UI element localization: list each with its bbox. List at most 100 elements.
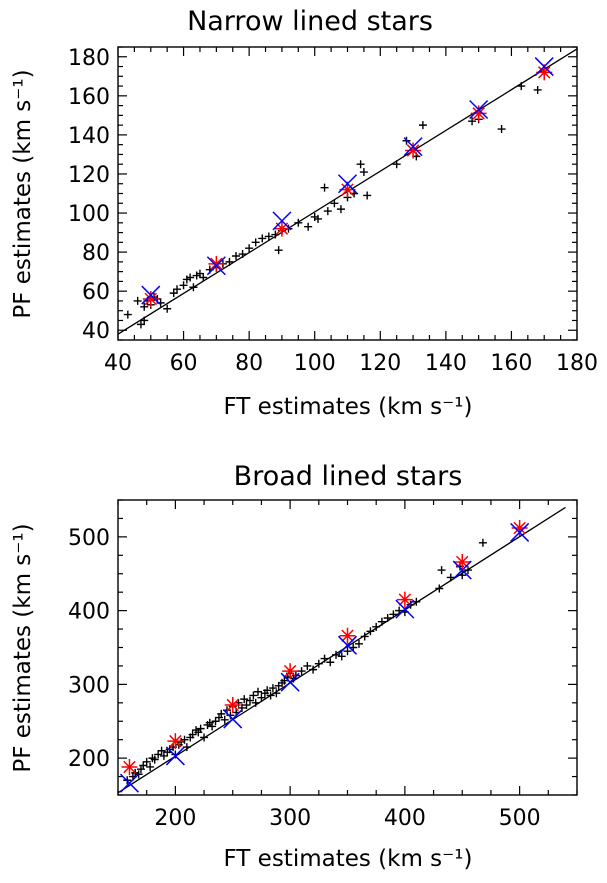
data-point — [412, 597, 421, 606]
data-point — [280, 676, 289, 685]
data-point — [189, 283, 198, 292]
data-point — [179, 281, 188, 290]
red-asterisk-marker — [454, 553, 471, 570]
data-point — [304, 222, 313, 231]
blue-x-marker — [452, 560, 472, 580]
y-axis-label: PF estimates (km s⁻¹) — [10, 69, 36, 318]
x-tick-label: 100 — [294, 351, 336, 376]
data-point — [383, 614, 392, 622]
data-point — [336, 205, 345, 214]
y-tick-label: 60 — [82, 280, 110, 305]
data-point — [363, 191, 372, 200]
blue-x-marker — [165, 746, 185, 766]
x-tick-label: 140 — [425, 351, 467, 376]
x-tick-label: 120 — [359, 351, 401, 376]
x-tick-label: 40 — [104, 351, 132, 376]
data-point — [245, 244, 254, 253]
red-asterisk-marker — [470, 105, 487, 122]
red-asterisk-marker — [121, 758, 138, 775]
red-asterisk-marker — [282, 663, 299, 680]
data-point — [266, 691, 275, 700]
blue-x-marker — [272, 211, 292, 231]
data-point — [264, 232, 273, 241]
y-tick-label: 500 — [68, 526, 110, 551]
data-point — [320, 183, 329, 192]
data-point — [200, 733, 209, 742]
blue-x-marker — [395, 599, 415, 619]
x-tick-label: 160 — [490, 351, 532, 376]
y-tick-label: 120 — [68, 163, 110, 188]
blue-x-marker — [280, 672, 300, 692]
blue-x-marker — [141, 285, 161, 305]
data-point — [303, 661, 312, 670]
data-point — [330, 199, 339, 208]
data-point — [240, 695, 249, 704]
y-tick-label: 80 — [82, 241, 110, 266]
y-tick-label: 200 — [68, 747, 110, 772]
data-point — [225, 257, 234, 266]
blue-x-marker — [119, 773, 140, 793]
data-point — [186, 273, 195, 282]
y-axis-label: PF estimates (km s⁻¹) — [10, 523, 36, 772]
chart-title: Broad lined stars — [234, 461, 463, 492]
y-tick-label: 400 — [68, 600, 110, 625]
blue-x-marker — [403, 137, 423, 157]
data-point — [142, 757, 151, 766]
data-point — [395, 606, 404, 615]
axis-ticks: 40 60 80 100 120 140 160 180 40 60 80 100 120 140 160 1… — [68, 46, 598, 376]
data-point — [258, 234, 267, 243]
data-point — [150, 755, 159, 764]
red-asterisk-marker — [511, 520, 528, 537]
x-axis-label: FT estimates (km s⁻¹) — [223, 846, 472, 872]
data-point — [159, 751, 168, 760]
data-point — [249, 691, 258, 700]
data-point — [271, 230, 280, 239]
x-axis-label: FT estimates (km s⁻¹) — [223, 394, 472, 420]
data-point — [314, 659, 323, 668]
data-point — [458, 571, 467, 580]
data-point — [140, 316, 149, 325]
data-point — [294, 218, 303, 227]
red-asterisk-marker — [405, 142, 422, 159]
broad-lined-panel: Broad lined stars 200 300 400 500 200 300 400 5… — [10, 461, 578, 872]
data-point — [497, 125, 506, 134]
data-point — [163, 304, 172, 313]
data-point — [435, 584, 444, 593]
data-point — [180, 735, 189, 744]
data-point — [418, 121, 427, 130]
data-point — [320, 654, 329, 663]
data-point — [199, 273, 208, 282]
data-point — [533, 85, 542, 94]
red-asterisk-marker — [208, 255, 225, 272]
data-point — [157, 746, 166, 755]
data-point — [146, 762, 155, 771]
data-point — [377, 617, 386, 626]
red-asterisk-marker — [167, 733, 184, 750]
data-point — [337, 652, 346, 661]
data-point — [356, 160, 365, 169]
blue-x-marker — [469, 99, 489, 120]
data-point — [251, 698, 260, 707]
data-point — [392, 160, 401, 169]
data-point — [232, 252, 241, 261]
y-tick-label: 140 — [68, 124, 110, 149]
red-asterisk-marker — [339, 181, 356, 198]
data-marks — [117, 48, 578, 335]
data-point — [359, 168, 368, 177]
blue-x-marker — [534, 57, 554, 77]
data-point — [268, 684, 277, 693]
data-point — [253, 687, 262, 696]
data-point — [343, 647, 352, 656]
data-point — [245, 696, 254, 705]
red-asterisk-marker — [536, 64, 553, 81]
data-point — [220, 715, 229, 724]
data-point — [217, 709, 226, 718]
data-point — [272, 689, 281, 698]
data-point — [242, 701, 251, 710]
data-point — [140, 302, 149, 311]
blue-x-marker — [206, 256, 226, 276]
data-point — [173, 285, 182, 294]
y-tick-label: 100 — [68, 202, 110, 227]
red-asterisk-marker — [396, 591, 413, 608]
